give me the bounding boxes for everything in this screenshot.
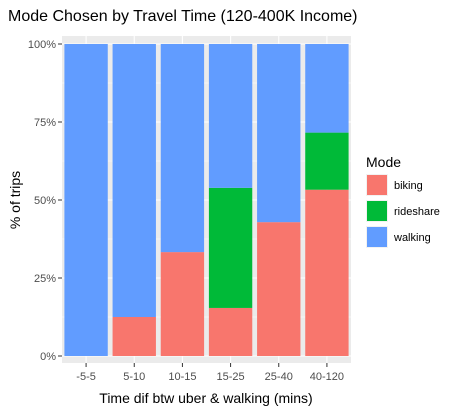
legend-label-biking: biking [394, 180, 423, 192]
x-tick-label: -5-5 [76, 371, 96, 383]
bar-walking--5-5 [64, 44, 108, 356]
x-tick-label: 25-40 [265, 371, 293, 383]
bar-rideshare-15-25 [208, 187, 253, 308]
bar-walking-40-120 [305, 44, 349, 133]
y-tick-label: 0% [40, 351, 56, 363]
legend: Mode biking rideshare walking [366, 154, 440, 248]
y-tick-label: 50% [34, 195, 56, 207]
x-axis-title: Time dif btw uber & walking (mins) [99, 390, 312, 406]
y-axis-ticks: 0% 25% 50% 75% 100% [28, 39, 62, 363]
x-tick-label: 10-15 [168, 371, 196, 383]
bar-walking-15-25 [208, 44, 253, 188]
chart-title: Mode Chosen by Travel Time (120-400K Inc… [8, 8, 358, 25]
bar-walking-10-15 [160, 44, 205, 253]
legend-title: Mode [366, 154, 401, 170]
bar-biking-40-120 [305, 189, 349, 356]
legend-label-rideshare: rideshare [394, 206, 440, 218]
y-tick-label: 25% [34, 273, 56, 285]
legend-key-rideshare [367, 201, 387, 221]
bar-biking-5-10 [112, 317, 156, 356]
legend-key-walking [367, 227, 387, 247]
legend-label-walking: walking [393, 232, 431, 244]
x-axis-ticks: -5-5 5-10 10-15 15-25 25-40 40-120 [76, 363, 344, 383]
bar-biking-25-40 [257, 222, 301, 356]
bars [64, 44, 349, 356]
bar-walking-25-40 [257, 44, 301, 223]
bar-biking-15-25 [208, 307, 253, 356]
y-tick-label: 100% [28, 39, 56, 51]
x-tick-label: 5-10 [123, 371, 145, 383]
x-tick-label: 15-25 [217, 371, 245, 383]
legend-key-biking [367, 175, 387, 195]
bar-biking-10-15 [160, 252, 205, 356]
bar-walking-5-10 [112, 44, 156, 317]
y-axis-title: % of trips [7, 171, 23, 229]
y-tick-label: 75% [34, 117, 56, 129]
bar-rideshare-40-120 [305, 132, 349, 190]
x-tick-label: 40-120 [310, 371, 344, 383]
